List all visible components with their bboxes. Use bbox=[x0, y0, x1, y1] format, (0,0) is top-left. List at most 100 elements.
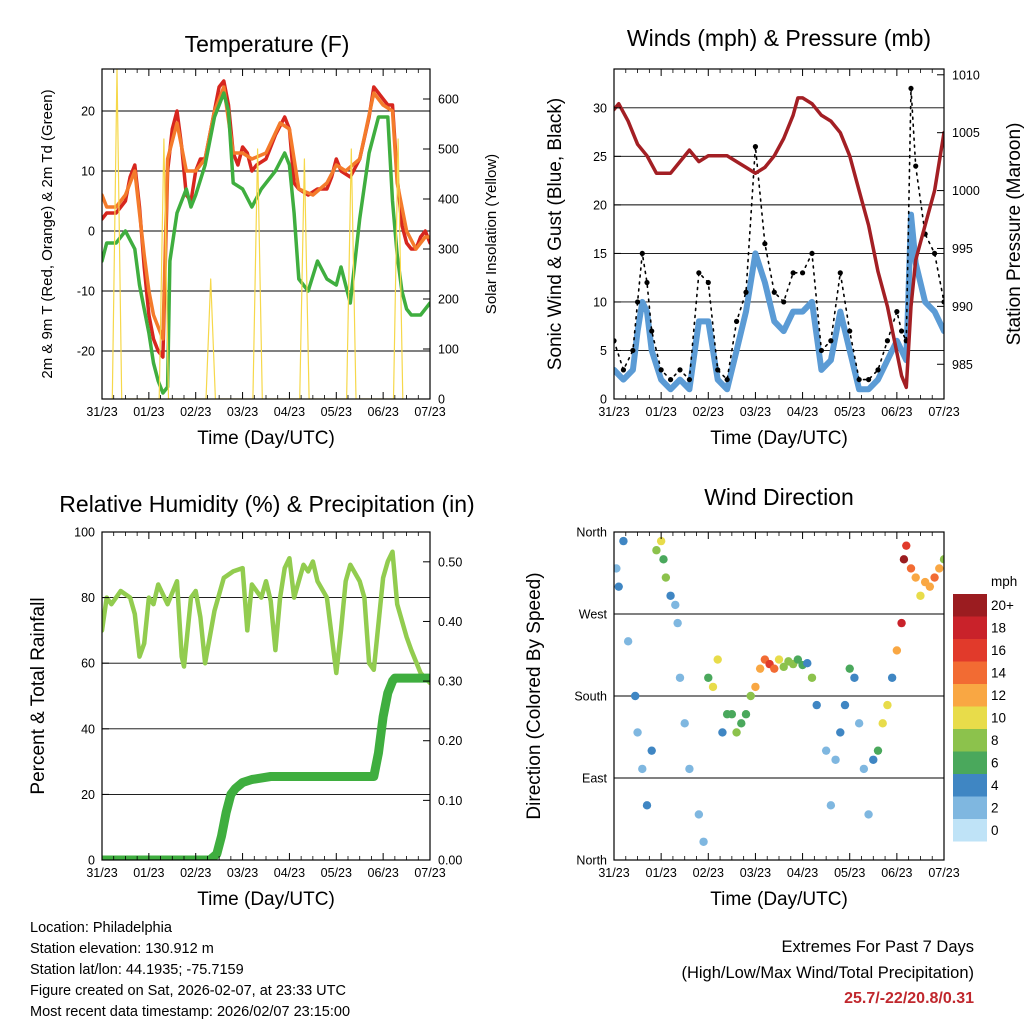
gust-point bbox=[771, 289, 777, 295]
direction-point bbox=[930, 573, 939, 582]
colorbar-title: mph bbox=[991, 574, 1017, 589]
y-tick-label: West bbox=[579, 608, 608, 622]
direction-point bbox=[836, 728, 845, 737]
direction-point bbox=[671, 600, 680, 610]
direction-point bbox=[713, 655, 722, 664]
direction-point bbox=[916, 591, 925, 600]
direction-point bbox=[614, 564, 621, 573]
x-tick-label: 04/23 bbox=[274, 866, 305, 880]
y2-tick-label: 0 bbox=[438, 393, 445, 407]
gust-point bbox=[644, 279, 650, 286]
y-tick-label: 40 bbox=[81, 722, 95, 736]
panel-winds: 31/23 01/23 02/23 03/23 04/23 05/23 06/23 07/23… bbox=[545, 25, 1024, 449]
gust-point bbox=[847, 328, 853, 334]
y-tick-label: 20 bbox=[81, 105, 95, 119]
x-tick-label: 07/23 bbox=[928, 405, 959, 419]
y2-tick-label: 1005 bbox=[952, 126, 980, 140]
x-tick-label: 07/23 bbox=[414, 866, 445, 880]
location-text: Location: Philadelphia bbox=[30, 920, 172, 936]
y2-axis-label: Solar Insolation (Yellow) bbox=[483, 154, 500, 314]
y2-tick-label: 0.20 bbox=[438, 734, 462, 748]
colorbar-label: 4 bbox=[991, 778, 999, 793]
x-tick-label: 04/23 bbox=[787, 405, 818, 419]
gust-point bbox=[724, 376, 730, 383]
x-tick-label: 02/23 bbox=[180, 405, 211, 419]
colorbar-label: 12 bbox=[991, 688, 1006, 703]
direction-point bbox=[708, 682, 718, 692]
y-tick-label: 15 bbox=[593, 247, 607, 261]
y-tick-label: East bbox=[582, 772, 608, 786]
colorbar-swatch bbox=[953, 796, 987, 819]
y2-tick-label: 100 bbox=[438, 343, 459, 357]
direction-point bbox=[840, 700, 850, 710]
x-tick-label: 31/23 bbox=[86, 866, 117, 880]
x-tick-label: 03/23 bbox=[740, 866, 771, 880]
direction-point bbox=[906, 564, 916, 573]
direction-point bbox=[935, 564, 944, 573]
direction-point bbox=[652, 546, 661, 555]
direction-point bbox=[883, 700, 892, 710]
chart-title: Temperature (F) bbox=[185, 31, 350, 57]
y2-tick-label: 300 bbox=[438, 243, 459, 257]
x-tick-label: 05/23 bbox=[834, 405, 865, 419]
colorbar-swatch bbox=[953, 819, 987, 842]
x-tick-label: 06/23 bbox=[881, 405, 912, 419]
series-group bbox=[102, 69, 430, 399]
series-total-precipitation bbox=[102, 673, 430, 860]
direction-point bbox=[854, 719, 864, 728]
x-tick-label: 02/23 bbox=[693, 405, 724, 419]
x-tick-label: 06/23 bbox=[368, 405, 399, 419]
gust-point bbox=[799, 270, 806, 276]
series-2m-t bbox=[102, 79, 430, 359]
direction-point bbox=[633, 728, 642, 737]
gust-point bbox=[658, 367, 664, 373]
direction-point bbox=[642, 801, 652, 810]
x-tick-label: 31/23 bbox=[598, 405, 629, 419]
colorbar-swatch bbox=[953, 706, 987, 729]
direction-point bbox=[673, 618, 682, 628]
direction-point bbox=[746, 691, 755, 701]
direction-point bbox=[845, 664, 854, 673]
gust-point bbox=[884, 338, 891, 344]
colorbar-label: 8 bbox=[991, 733, 999, 748]
series-sonic-wind bbox=[614, 211, 944, 393]
y-tick-label: 10 bbox=[593, 295, 607, 309]
direction-point bbox=[732, 728, 741, 737]
x-tick-label: 31/23 bbox=[598, 866, 629, 880]
x-axis-label: Time (Day/UTC) bbox=[197, 889, 335, 910]
colorbar-label: 0 bbox=[991, 823, 999, 838]
x-tick-label: 05/23 bbox=[834, 866, 865, 880]
gust-point bbox=[614, 338, 617, 344]
y2-tick-label: 995 bbox=[952, 242, 973, 256]
x-tick-label: 02/23 bbox=[693, 866, 724, 880]
y-tick-label: North bbox=[576, 526, 607, 540]
colorbar-swatch bbox=[953, 774, 987, 797]
gust-point bbox=[809, 250, 815, 257]
x-tick-label: 31/23 bbox=[86, 405, 117, 419]
gust-point bbox=[781, 299, 787, 305]
elevation-text: Station elevation: 130.912 m bbox=[30, 941, 214, 957]
x-tick-label: 05/23 bbox=[321, 405, 352, 419]
gust-point bbox=[743, 289, 749, 295]
colorbar-swatch bbox=[953, 594, 987, 617]
direction-point bbox=[755, 664, 765, 673]
gust-point bbox=[762, 241, 768, 247]
direction-point bbox=[850, 673, 859, 682]
direction-point bbox=[864, 810, 873, 819]
direction-point bbox=[774, 655, 784, 664]
x-tick-label: 01/23 bbox=[646, 866, 677, 880]
gust-point bbox=[639, 250, 645, 257]
extremes-box: Extremes For Past 7 Days (High/Low/Max W… bbox=[681, 934, 974, 1012]
direction-point bbox=[892, 646, 902, 655]
y-tick-label: 80 bbox=[81, 591, 95, 605]
colorbar-swatch bbox=[953, 751, 987, 774]
direction-point bbox=[887, 673, 897, 682]
direction-point bbox=[878, 719, 887, 728]
gust-point bbox=[705, 279, 711, 286]
y-tick-label: 10 bbox=[81, 165, 95, 179]
extremes-subtitle: (High/Low/Max Wind/Total Precipitation) bbox=[681, 964, 974, 982]
direction-point bbox=[666, 591, 675, 600]
x-tick-label: 03/23 bbox=[740, 405, 771, 419]
gust-point bbox=[875, 367, 881, 373]
